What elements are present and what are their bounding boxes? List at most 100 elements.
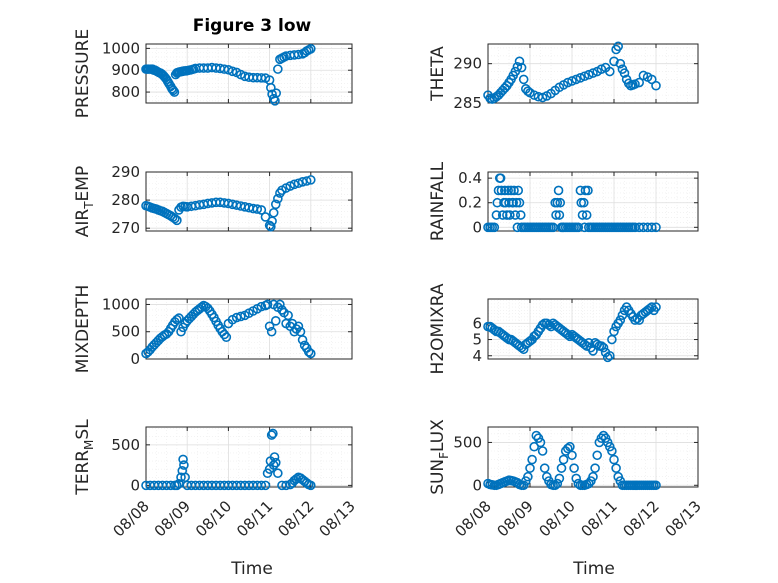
data-point: [266, 430, 277, 440]
y-axis-label: THETA: [428, 46, 448, 102]
data-point: [604, 350, 615, 361]
data-point: [583, 478, 594, 489]
data-point: [611, 463, 621, 473]
data-point: [562, 77, 573, 88]
data-point: [506, 185, 516, 196]
data-point: [598, 342, 609, 353]
data-point: [266, 221, 276, 232]
data-point: [256, 480, 267, 491]
data-point: [262, 299, 273, 310]
x-tick-label: 08/12: [620, 497, 663, 540]
data-point: [291, 474, 302, 484]
subplot-1: 800 900 1000 PRESSURE: [73, 29, 353, 118]
data-point: [535, 437, 546, 448]
data-point: [537, 92, 548, 103]
data-point: [562, 443, 573, 454]
y-axis-label: TERRMSL: [73, 419, 96, 496]
data-point: [518, 344, 529, 355]
y-tick-label: 290: [453, 55, 482, 73]
data-point: [293, 49, 304, 60]
data-point: [553, 185, 564, 196]
data-point: [609, 56, 619, 67]
axes-border: [487, 426, 699, 488]
data-point: [270, 199, 281, 210]
data-point: [634, 77, 645, 88]
data-point: [169, 87, 180, 97]
data-point: [619, 68, 630, 78]
data-point: [569, 463, 579, 473]
y-tick-label: 800: [111, 83, 140, 101]
data-point: [219, 329, 230, 340]
data-point: [598, 430, 609, 441]
data-point: [523, 471, 533, 482]
data-point: [260, 212, 271, 222]
data-point: [638, 70, 649, 81]
data-point: [509, 185, 519, 196]
x-tick-label: 08/10: [192, 497, 235, 540]
data-point: [223, 64, 234, 75]
y-tick-label: 4: [472, 347, 482, 365]
x-tick-label: 08/13: [662, 497, 705, 540]
data-point: [168, 85, 178, 96]
y-tick-label: 1000: [102, 295, 140, 313]
data-point: [297, 335, 308, 345]
y-axis-label: AIRTEMP: [73, 166, 96, 237]
data-point: [178, 454, 188, 465]
y-axis-label: PRESSURE: [73, 29, 93, 118]
data-point: [651, 222, 661, 233]
data-point: [281, 480, 291, 491]
x-tick-label: 08/08: [110, 497, 153, 540]
data-point: [567, 450, 577, 461]
figure-title: Figure 3 low: [193, 16, 312, 36]
x-tick-label: 08/09: [494, 497, 537, 540]
data-point: [615, 58, 626, 69]
x-tick-label: 08/11: [578, 497, 621, 540]
data-point: [558, 454, 569, 465]
data-point: [529, 441, 540, 452]
data-point: [235, 311, 246, 322]
data-point: [571, 74, 582, 85]
data-point: [269, 452, 280, 462]
y-tick-label: 6: [472, 314, 482, 332]
data-point: [174, 313, 184, 323]
data-point: [305, 480, 316, 491]
data-point: [651, 480, 661, 491]
data-point: [644, 303, 655, 314]
data-point: [554, 473, 565, 484]
data-point: [515, 210, 526, 220]
y-tick-label: 900: [111, 61, 140, 79]
data-point: [289, 179, 300, 190]
data-point: [529, 90, 540, 100]
subplot-4: 0 0.2 0.4 RAINFALL: [428, 161, 699, 241]
y-tick-label: 0: [130, 476, 140, 494]
data-point: [577, 210, 588, 220]
data-point: [491, 210, 502, 220]
data-point: [179, 460, 189, 470]
y-tick-label: 290: [111, 163, 140, 181]
subplot-5: 0 500 1000 MIXDEPTH: [73, 285, 353, 373]
data-point: [266, 326, 277, 337]
subplot-grid: 800 900 1000 PRESSURE 285 290 THETA 270 280 290 AI…: [73, 29, 705, 541]
y-tick-label: 270: [111, 219, 140, 237]
y-tick-label: 1000: [102, 39, 140, 57]
data-point: [596, 433, 607, 443]
data-point: [588, 471, 598, 482]
data-point: [305, 44, 316, 54]
y-axis-label: RAINFALL: [428, 161, 448, 241]
data-point: [301, 176, 312, 186]
data-point: [493, 185, 504, 196]
data-point: [273, 468, 283, 479]
data-point: [496, 185, 507, 196]
data-point: [299, 340, 310, 351]
data-point: [575, 73, 586, 83]
data-point: [556, 463, 567, 473]
axes-border: [145, 298, 353, 360]
data-point: [172, 480, 182, 491]
data-point: [293, 321, 304, 332]
data-point: [592, 450, 603, 461]
data-point: [525, 463, 535, 473]
y-tick-label: 500: [111, 436, 140, 454]
data-point: [514, 56, 525, 67]
data-point: [613, 41, 624, 52]
